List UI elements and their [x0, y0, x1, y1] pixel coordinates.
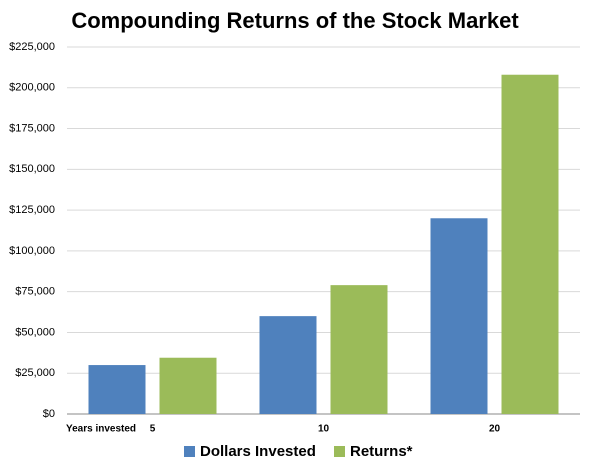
bar [159, 357, 217, 414]
bar [259, 316, 317, 414]
y-tick-label: $75,000 [15, 286, 55, 298]
bar [330, 285, 388, 414]
y-tick-label: $25,000 [15, 367, 55, 379]
bar [501, 74, 559, 415]
y-tick-label: $0 [43, 408, 55, 420]
y-tick-label: $200,000 [9, 82, 55, 94]
chart-title: Compounding Returns of the Stock Market [71, 8, 519, 33]
legend-label: Dollars Invested [200, 443, 316, 460]
bar [88, 365, 146, 414]
legend-swatch [184, 446, 195, 457]
y-tick-label: $100,000 [9, 245, 55, 257]
y-tick-label: $150,000 [9, 163, 55, 175]
x-tick-label: 5 [150, 424, 156, 435]
y-tick-label: $175,000 [9, 122, 55, 134]
x-tick-label: 20 [489, 424, 501, 435]
x-axis-label: Years invested [66, 424, 136, 435]
x-tick-label: 10 [318, 424, 330, 435]
legend-swatch [334, 446, 345, 457]
legend-label: Returns* [350, 443, 413, 460]
bar [430, 218, 488, 414]
y-tick-label: $225,000 [9, 41, 55, 53]
y-tick-label: $125,000 [9, 204, 55, 216]
y-tick-label: $50,000 [15, 326, 55, 338]
